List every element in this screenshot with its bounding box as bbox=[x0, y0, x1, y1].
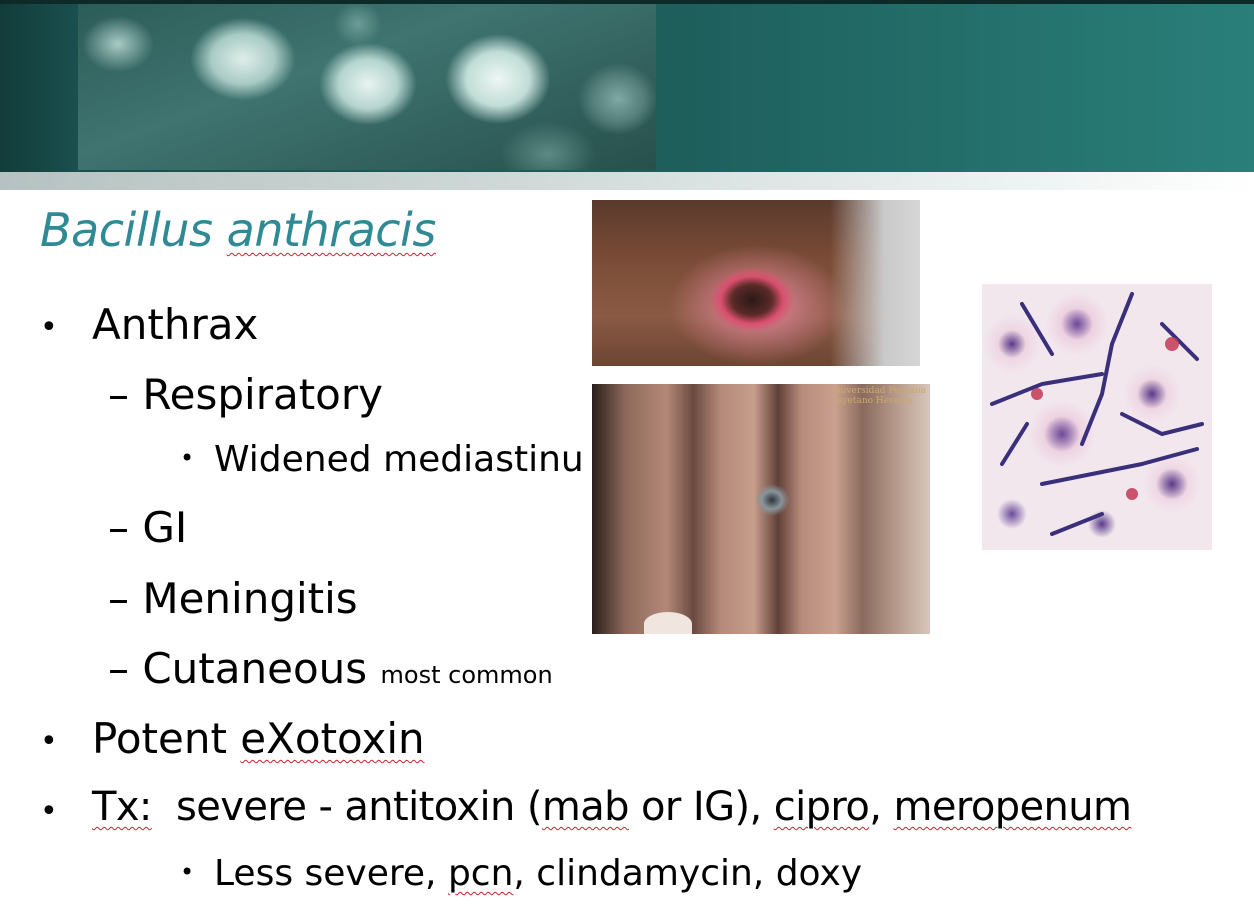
banner-top-line bbox=[0, 0, 1254, 4]
potent-label: Potent bbox=[92, 714, 241, 763]
tx-text-2: or IG), bbox=[628, 784, 774, 830]
bullet-icon: • bbox=[40, 310, 58, 345]
bacteria-micrograph-image bbox=[78, 4, 656, 170]
photo-background bbox=[830, 200, 920, 366]
cutaneous-label: – Cutaneous bbox=[108, 644, 368, 693]
title-species: anthracis bbox=[226, 203, 437, 257]
tx-meropenum: meropenum bbox=[893, 784, 1132, 830]
bullet-exotoxin: Potent eXotoxin bbox=[92, 714, 425, 763]
sub-bullet-less-severe: Less severe, pcn, clindamycin, doxy bbox=[214, 853, 862, 894]
tx-label: Tx: bbox=[92, 784, 152, 830]
sub-sub-bullet-widened: Widened mediastinu bbox=[214, 439, 584, 480]
exotoxin-word: eXotoxin bbox=[240, 714, 425, 763]
bullet-anthrax: Anthrax bbox=[92, 300, 259, 349]
bullet-icon: • bbox=[180, 444, 195, 472]
tx-mab: mab bbox=[541, 784, 630, 830]
finger-eschar-photo: Universidad Peruana Cayetano Heredia bbox=[592, 384, 930, 634]
gram-stain-micrograph bbox=[982, 284, 1212, 550]
pcn-word: pcn bbox=[447, 853, 514, 894]
sub-bullet-gi: – GI bbox=[108, 503, 188, 552]
watermark-line-1: Universidad Peruana bbox=[830, 386, 926, 396]
fingernail bbox=[644, 612, 692, 634]
bullet-treatment: Tx: severe - antitoxin (mab or IG), cipr… bbox=[92, 784, 1132, 830]
bacilli-chains bbox=[990, 292, 1204, 536]
watermark-line-2: Cayetano Heredia bbox=[830, 396, 913, 406]
skin-lesion-photo bbox=[592, 200, 920, 366]
cutaneous-note: most common bbox=[380, 661, 553, 689]
title-genus: Bacillus bbox=[40, 203, 213, 257]
bullet-icon: • bbox=[180, 858, 195, 886]
bullet-icon: • bbox=[40, 794, 58, 829]
tx-text-3: , bbox=[869, 784, 894, 830]
tx-text-1: severe - antitoxin ( bbox=[151, 784, 542, 830]
header-banner bbox=[0, 0, 1254, 190]
sub-bullet-cutaneous: – Cutaneous most common bbox=[108, 644, 553, 693]
bullet-icon: • bbox=[40, 724, 58, 759]
sub-bullet-respiratory: – Respiratory bbox=[108, 370, 383, 419]
less-severe-label: Less severe, bbox=[214, 853, 448, 894]
tx-cipro: cipro bbox=[773, 784, 870, 830]
banner-gradient-strip bbox=[0, 172, 1254, 190]
sub-bullet-meningitis: – Meningitis bbox=[108, 574, 358, 623]
university-watermark: Universidad Peruana Cayetano Heredia bbox=[830, 386, 926, 406]
less-severe-drugs: , clindamycin, doxy bbox=[513, 853, 863, 894]
slide-title: Bacillus anthracis bbox=[40, 203, 436, 257]
